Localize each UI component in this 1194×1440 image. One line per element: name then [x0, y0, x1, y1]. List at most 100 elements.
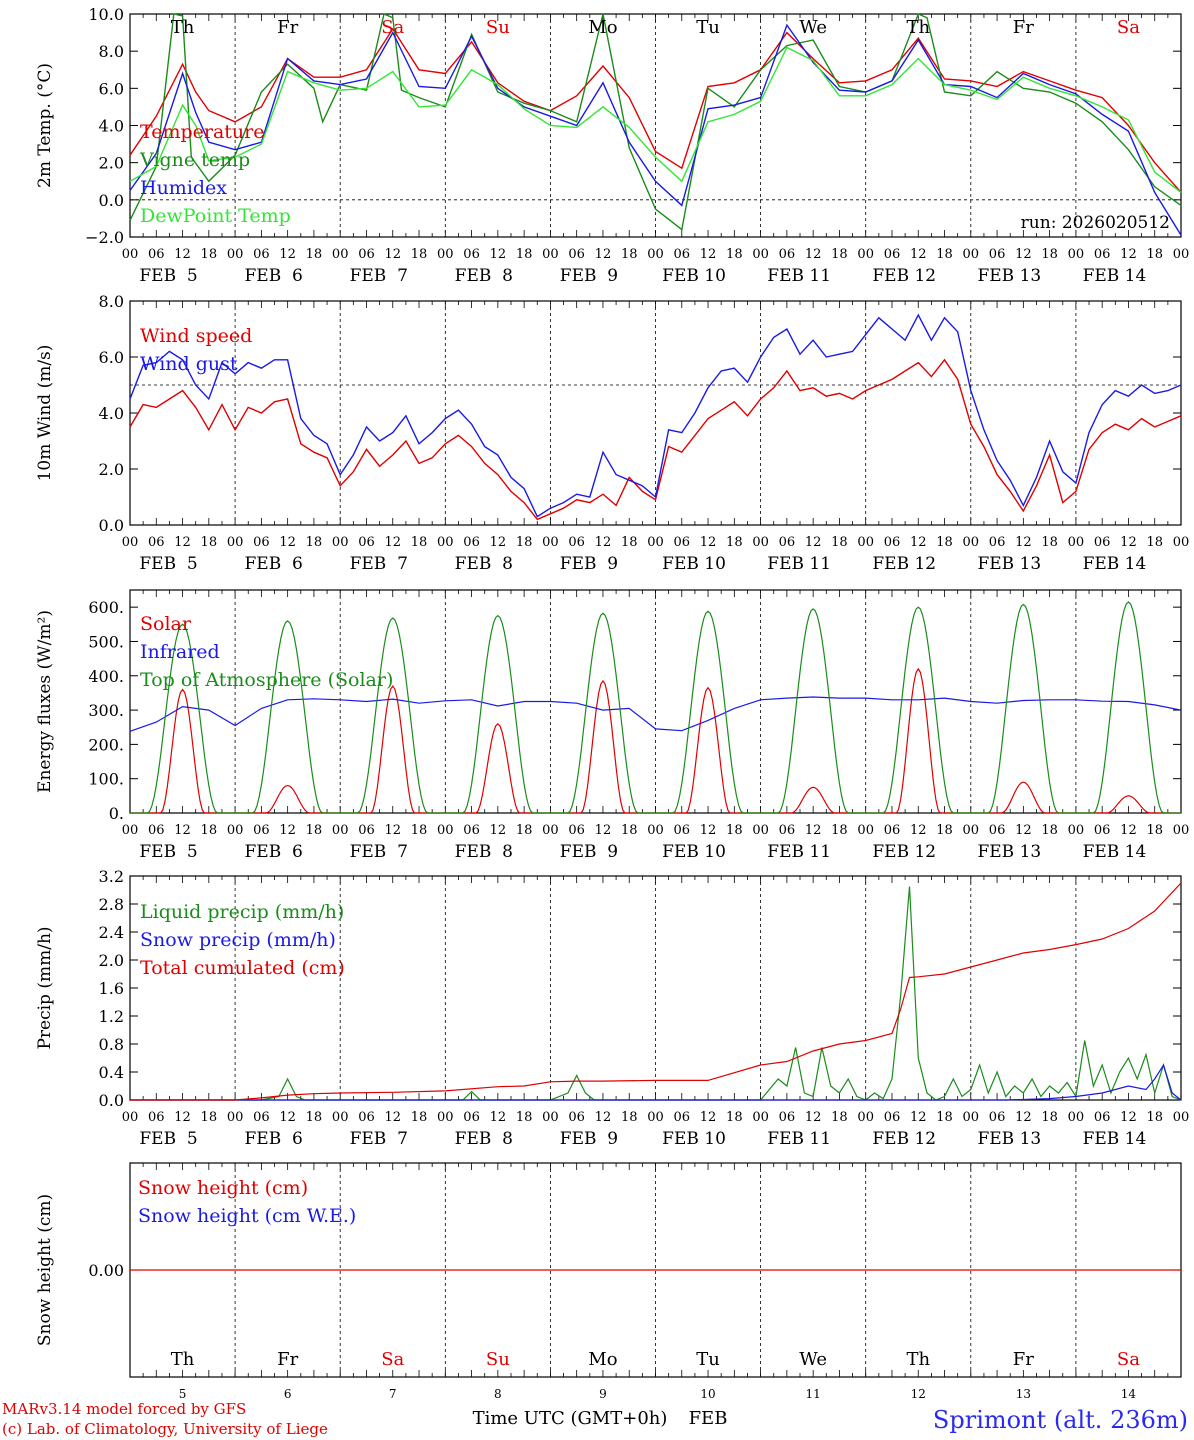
x-tick-label: 00 [227, 1110, 244, 1125]
x-tick-label: 12 [910, 1110, 927, 1125]
weekday-label: Su [486, 1349, 510, 1370]
series-line-infrared [129, 696, 1182, 732]
x-tick-label: 06 [253, 535, 270, 550]
x-tick-label: 00 [332, 823, 349, 838]
y-tick-label: 500. [88, 632, 124, 651]
date-label: FEB 9 [560, 554, 618, 574]
x-tick-label: 12 [1120, 247, 1137, 262]
day-number: 7 [389, 1387, 397, 1401]
weekday-label: We [799, 17, 827, 38]
x-tick-label: 12 [1015, 823, 1032, 838]
y-axis-label: 10m Wind (m/s) [35, 345, 55, 482]
y-tick-label: 0.4 [99, 1063, 124, 1082]
plot-frame [129, 13, 1182, 238]
weekday-label: Fr [1013, 1349, 1034, 1370]
x-tick-label: 00 [1173, 535, 1190, 550]
x-tick-label: 18 [1146, 1110, 1163, 1125]
date-label: FEB 5 [139, 1129, 197, 1149]
y-tick-label: 200. [88, 735, 124, 754]
x-tick-label: 00 [857, 823, 874, 838]
x-tick-label: 06 [989, 247, 1006, 262]
credit-line: MARv3.14 model forced by GFS [2, 1400, 246, 1418]
date-label: FEB 12 [872, 554, 936, 574]
x-tick-label: 12 [384, 823, 401, 838]
x-tick-label: 12 [595, 535, 612, 550]
x-tick-label: 06 [884, 247, 901, 262]
x-tick-label: 18 [306, 1110, 323, 1125]
date-label: FEB 8 [455, 266, 513, 286]
x-tick-label: 18 [201, 535, 218, 550]
x-tick-label: 00 [542, 535, 559, 550]
x-tick-label: 00 [437, 247, 454, 262]
x-tick-label: 06 [1094, 1110, 1111, 1125]
y-tick-label: 4.0 [99, 404, 124, 423]
x-tick-label: 06 [568, 823, 585, 838]
date-label: FEB 13 [977, 1129, 1041, 1149]
series-line-temperature [129, 27, 1182, 193]
series-line-liquid-precip-mm-h- [130, 886, 1182, 1101]
x-tick-label: 18 [831, 247, 848, 262]
x-tick-label: 12 [700, 535, 717, 550]
day-number: 6 [284, 1387, 292, 1401]
x-tick-label: 00 [752, 535, 769, 550]
date-label: FEB 11 [767, 842, 831, 862]
x-tick-label: 12 [1120, 535, 1137, 550]
date-label: FEB 14 [1083, 266, 1147, 286]
x-tick-label: 12 [1120, 823, 1137, 838]
y-axis-label: Snow height (cm) [35, 1194, 55, 1346]
x-tick-label: 00 [332, 247, 349, 262]
date-label: FEB 11 [767, 554, 831, 574]
y-tick-label: 2.0 [99, 951, 124, 970]
weekday-label: Th [171, 1349, 195, 1370]
x-tick-label: 06 [358, 247, 375, 262]
x-tick-label: 06 [463, 535, 480, 550]
x-tick-label: 00 [963, 247, 980, 262]
x-tick-label: 12 [174, 823, 191, 838]
weekday-label: We [799, 1349, 827, 1370]
legend-entry: Snow precip (mm/h) [140, 929, 336, 951]
x-tick-label: 12 [805, 823, 822, 838]
date-label: FEB 6 [244, 554, 302, 574]
weekday-label: Th [171, 17, 195, 38]
weekday-label: Sa [381, 1349, 404, 1370]
x-tick-label: 12 [384, 1110, 401, 1125]
date-label: FEB 14 [1083, 842, 1147, 862]
x-tick-label: 00 [122, 535, 139, 550]
y-tick-label: 0.0 [99, 1091, 124, 1110]
x-tick-label: 18 [306, 247, 323, 262]
date-label: FEB 6 [244, 842, 302, 862]
date-label: FEB 5 [139, 842, 197, 862]
weekday-label: Th [906, 17, 930, 38]
day-number: 10 [700, 1387, 715, 1401]
series-line-snow-precip-mm-h- [130, 1063, 1182, 1101]
x-tick-label: 12 [805, 535, 822, 550]
x-tick-label: 12 [595, 1110, 612, 1125]
y-tick-label: 1.6 [99, 979, 124, 998]
run-label: run: 2026020512 [1021, 213, 1170, 233]
x-tick-label: 18 [201, 1110, 218, 1125]
x-tick-label: 06 [674, 535, 691, 550]
day-number: 8 [494, 1387, 502, 1401]
x-tick-label: 00 [752, 1110, 769, 1125]
plot-frame [129, 589, 1182, 814]
x-tick-label: 06 [779, 823, 796, 838]
x-tick-label: 18 [621, 247, 638, 262]
weekday-label: Mo [588, 1349, 617, 1370]
weekday-label: Sa [381, 17, 404, 38]
date-label: FEB 10 [662, 554, 726, 574]
date-label: FEB 12 [872, 1129, 936, 1149]
y-tick-label: 8.0 [99, 42, 124, 61]
x-tick-label: 18 [411, 823, 428, 838]
x-tick-label: 18 [306, 823, 323, 838]
x-tick-label: 18 [411, 1110, 428, 1125]
panel-1: −2.0 0.0 2.0 4.0 6.0 8.0 10.0 2m Temp. (°C) Temp… [35, 5, 1189, 286]
date-label: FEB 13 [977, 842, 1041, 862]
x-tick-label: 18 [936, 247, 953, 262]
x-tick-label: 12 [490, 247, 507, 262]
x-axis-month: FEB [689, 1408, 728, 1429]
x-tick-label: 06 [674, 1110, 691, 1125]
x-tick-label: 18 [726, 535, 743, 550]
weekday-label: Fr [1013, 17, 1034, 38]
x-tick-label: 06 [148, 1110, 165, 1125]
